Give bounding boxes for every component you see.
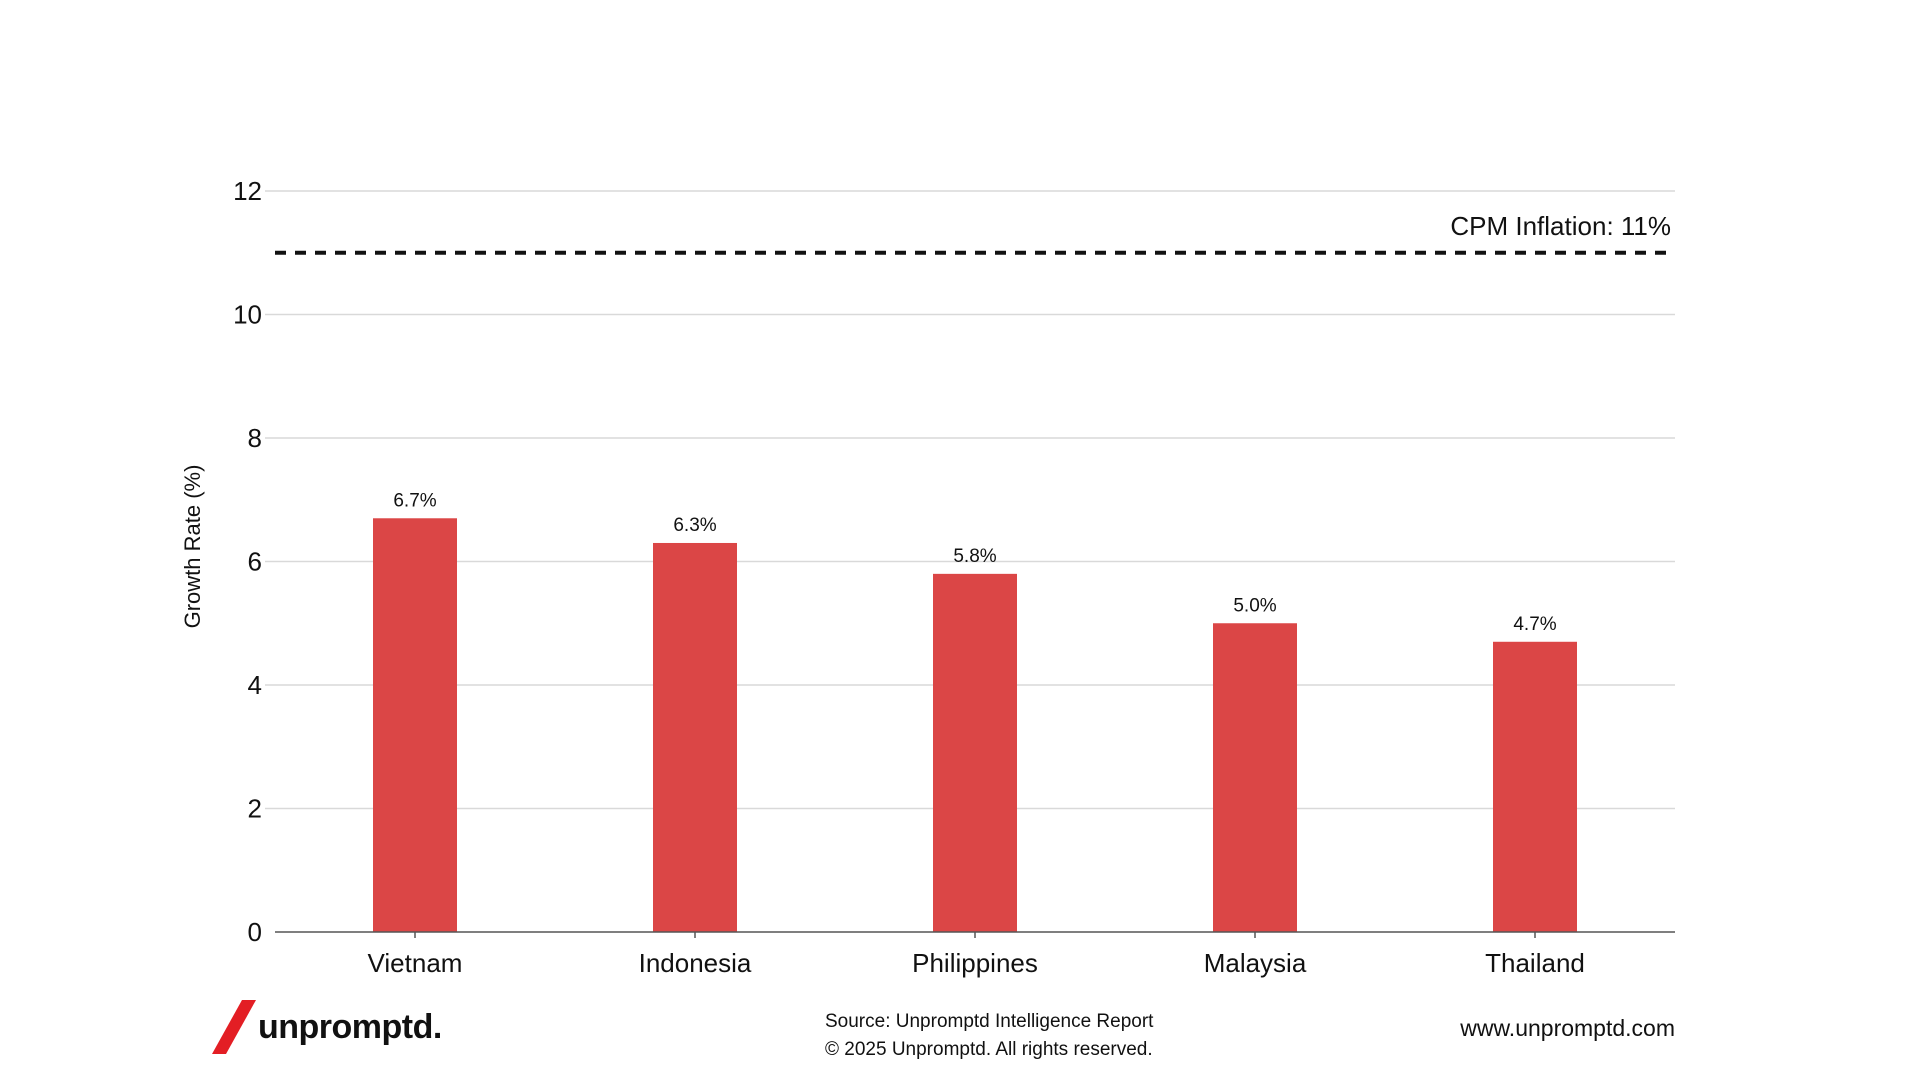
x-tick-label: Malaysia <box>1204 948 1307 978</box>
website-url: www.unpromptd.com <box>1460 1015 1675 1041</box>
data-label: 6.7% <box>393 490 436 511</box>
x-axis-ticks: Vietnam Indonesia Philippines Malaysia Thail… <box>368 932 1585 978</box>
bar <box>1213 623 1297 932</box>
y-tick-label: 2 <box>248 794 262 824</box>
y-tick-label: 12 <box>233 176 262 206</box>
data-labels: 6.7% 6.3% 5.8% 5.0% 4.7% <box>393 490 1556 635</box>
x-tick-label: Thailand <box>1485 948 1585 978</box>
data-label: 6.3% <box>673 515 716 536</box>
bar <box>933 573 1017 932</box>
unpromptd-logo: unpromptd. <box>212 1000 442 1054</box>
y-tick-label: 4 <box>248 670 262 700</box>
bar <box>373 518 457 932</box>
bar <box>1493 641 1577 932</box>
y-tick-label: 6 <box>248 547 262 577</box>
logo-slash-icon <box>212 1000 256 1054</box>
x-tick-label: Indonesia <box>639 948 752 978</box>
x-tick-label: Philippines <box>912 948 1038 978</box>
reference-line-label: CPM Inflation: 11% <box>1450 211 1671 241</box>
logo-text: unpromptd. <box>258 1007 442 1046</box>
y-tick-label: 0 <box>248 917 262 947</box>
y-tick-label: 10 <box>233 300 262 330</box>
footer-source-block: Source: Unpromptd Intelligence Report © … <box>825 1008 1153 1064</box>
bar <box>653 542 737 932</box>
bars <box>373 518 1577 932</box>
data-label: 4.7% <box>1513 614 1556 635</box>
y-axis-label: Growth Rate (%) <box>180 465 205 629</box>
y-tick-label: 8 <box>248 423 262 453</box>
data-label: 5.8% <box>953 546 996 567</box>
source-text: Source: Unpromptd Intelligence Report <box>825 1011 1154 1032</box>
copyright-text: © 2025 Unpromptd. All rights reserved. <box>825 1039 1153 1060</box>
x-tick-label: Vietnam <box>368 948 463 978</box>
y-axis-ticks: 0 2 4 6 8 10 12 <box>233 176 262 947</box>
gridlines <box>265 190 1675 810</box>
data-label: 5.0% <box>1233 595 1276 616</box>
